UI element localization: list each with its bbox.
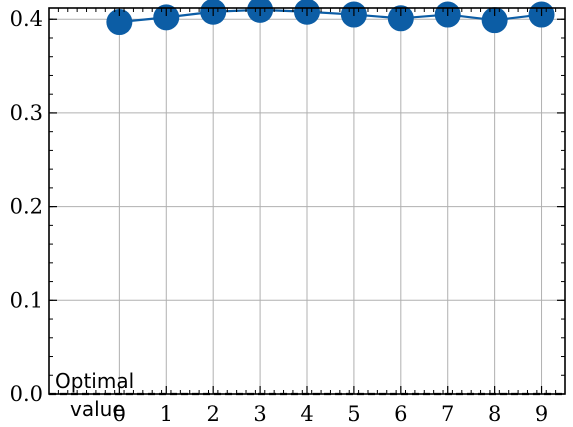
series-line bbox=[119, 8, 542, 24]
x-tick-label: 4 bbox=[300, 402, 313, 426]
annotation-line-2: value bbox=[70, 397, 125, 421]
x-tick-label: 5 bbox=[347, 402, 360, 426]
y-tick-labels: 0.0 0.1 0.2 0.3 0.4 bbox=[10, 7, 43, 406]
y-tick-label: 0.4 bbox=[10, 7, 43, 31]
x-tick-label: 2 bbox=[206, 402, 219, 426]
data-point bbox=[153, 4, 180, 31]
x-tick-label: 8 bbox=[488, 402, 501, 426]
y-tick-label: 0.3 bbox=[10, 101, 43, 125]
y-tick-label: 0.1 bbox=[10, 288, 43, 312]
x-tick-label: 6 bbox=[394, 402, 407, 426]
grid-lines bbox=[49, 8, 565, 395]
x-tick-label: 7 bbox=[441, 402, 454, 426]
y-tick-label: 0.2 bbox=[10, 195, 43, 219]
series-group bbox=[106, 0, 555, 36]
y-tick-label: 0.0 bbox=[10, 382, 43, 406]
x-tick-labels: 0 1 2 3 4 5 6 7 8 9 bbox=[113, 402, 549, 426]
x-tick-label: 1 bbox=[160, 402, 173, 426]
x-tick-label: 9 bbox=[535, 402, 548, 426]
x-tick-label: 0 bbox=[113, 402, 126, 426]
data-point bbox=[481, 7, 508, 34]
axis-ticks bbox=[48, 8, 566, 395]
annotation-line-1: Optimal bbox=[55, 369, 134, 393]
data-point bbox=[387, 5, 414, 32]
data-point bbox=[106, 9, 133, 36]
x-tick-label: 3 bbox=[253, 402, 266, 426]
